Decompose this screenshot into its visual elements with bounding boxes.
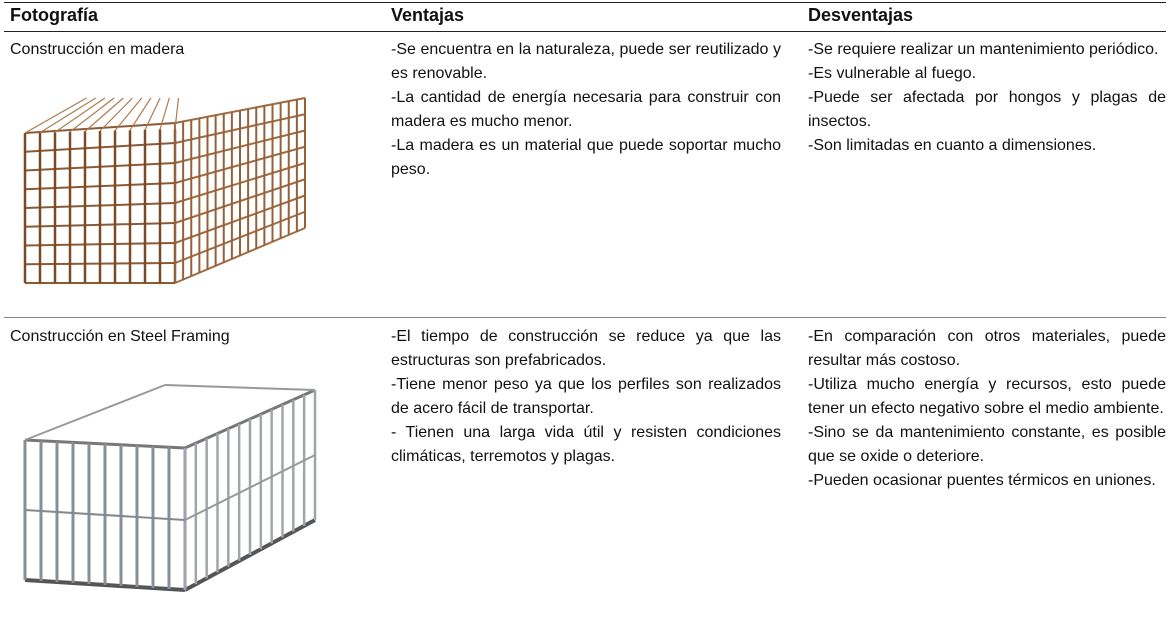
wood-beam: [24, 122, 176, 134]
disadvantage-item: -Pueden ocasionar puentes térmicos en un…: [808, 472, 1156, 489]
steel-nogging: [184, 454, 316, 521]
header-rule: [4, 31, 1166, 32]
advantage-item: - Tienen una larga vida útil y resisten …: [391, 424, 781, 465]
steel-frame-photo: [23, 384, 317, 592]
wood-frame-photo: [23, 97, 306, 284]
advantages-cell: -El tiempo de construcción se reduce ya …: [391, 325, 781, 469]
advantages-cell: -Se encuentra en la naturaleza, puede se…: [391, 38, 781, 182]
disadvantage-item: -Se requiere realizar un mantenimiento p…: [808, 41, 1159, 58]
steel-track: [164, 384, 316, 391]
wood-joist: [39, 97, 97, 134]
advantage-item: -El tiempo de construcción se reduce ya …: [391, 328, 781, 369]
header-cell: Desventajas: [808, 5, 914, 25]
table-top-rule: [4, 2, 1166, 3]
steel-nogging: [24, 509, 186, 521]
wood-joist: [174, 97, 180, 130]
disadvantage-item: -Puede ser afectada por hongos y plagas …: [808, 89, 1166, 130]
header-cell: Fotografía: [10, 5, 98, 25]
wood-joist: [144, 97, 161, 131]
steel-track: [24, 384, 166, 441]
header-cell: Ventajas: [391, 5, 465, 25]
wood-joist: [54, 97, 106, 133]
disadvantage-item: -Es vulnerable al fuego.: [808, 65, 977, 82]
disadvantage-item: -Sino se da mantenimiento constante, es …: [808, 424, 1166, 465]
wood-joist: [159, 97, 170, 130]
wood-joist: [84, 97, 124, 132]
disadvantages-cell: -Se requiere realizar un mantenimiento p…: [808, 38, 1166, 158]
wood-joist: [24, 97, 87, 134]
advantage-item: -Se encuentra en la naturaleza, puede se…: [391, 41, 781, 82]
wood-joist: [114, 97, 143, 131]
advantage-item: -La cantidad de energía necesaria para c…: [391, 89, 781, 130]
wood-joist: [69, 97, 115, 133]
disadvantage-item: -En comparación con otros materiales, pu…: [808, 328, 1166, 369]
wood-joist: [99, 97, 133, 132]
disadvantages-cell: -En comparación con otros materiales, pu…: [808, 325, 1166, 493]
photo-caption: Construcción en Steel Framing: [10, 328, 230, 345]
advantage-item: -Tiene menor peso ya que los perfiles so…: [391, 376, 781, 417]
row-rule: [4, 317, 1166, 318]
photo-caption: Construcción en madera: [10, 41, 185, 58]
disadvantage-item: -Utiliza mucho energía y recursos, esto …: [808, 376, 1166, 417]
advantage-item: -La madera es un material que puede sopo…: [391, 137, 781, 178]
wood-joist: [129, 97, 152, 131]
disadvantage-item: -Son limitadas en cuanto a dimensiones.: [808, 137, 1097, 154]
